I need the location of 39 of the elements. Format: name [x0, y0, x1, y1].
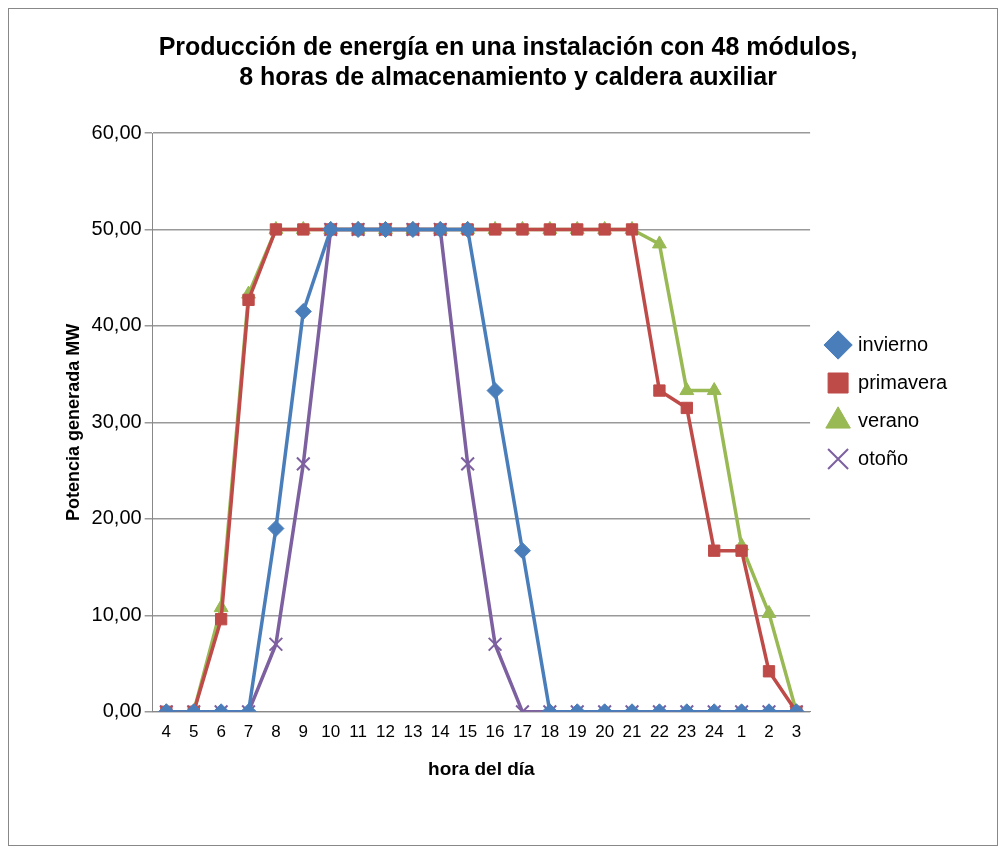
y-tick-label: 40,00 [91, 313, 142, 336]
y-tick-label: 60,00 [91, 120, 142, 143]
x-tick-label: 21 [622, 721, 642, 741]
x-tick-label: 16 [485, 721, 505, 741]
y-tick-label: 50,00 [91, 216, 142, 239]
x-tick-label: 9 [298, 721, 309, 741]
x-tick-label: 13 [403, 721, 423, 741]
x-tick-label: 12 [376, 721, 395, 741]
y-tick-label: 20,00 [91, 506, 142, 529]
y-tick-label: 0,00 [102, 699, 142, 722]
x-tick-label: 22 [649, 721, 669, 741]
y-axis-title: Potencia generada MW [62, 323, 83, 521]
text: 8 horas de almacenamiento y caldera auxiliar [239, 61, 777, 90]
x-tick-label: 15 [458, 721, 478, 741]
legend-label: verano [858, 408, 920, 431]
y-tick-label: 30,00 [91, 409, 142, 432]
x-tick-label: 10 [321, 721, 341, 741]
x-tick-label: 1 [736, 721, 747, 741]
x-tick-label: 2 [764, 721, 774, 741]
x-tick-label: 6 [216, 721, 226, 741]
x-tick-label: 11 [349, 721, 367, 741]
x-tick-label: 23 [677, 721, 697, 741]
legend-label: primavera [858, 370, 948, 393]
x-tick-label: 17 [513, 721, 532, 741]
text: Producción de energía en una instalación con 48 módulos, [158, 31, 858, 60]
x-tick-label: 24 [704, 721, 724, 741]
x-tick-label: 20 [595, 721, 615, 741]
legend-label: invierno [858, 332, 929, 355]
x-tick-label: 14 [430, 721, 450, 741]
x-axis-title: hora del día [428, 757, 536, 779]
x-tick-label: 8 [271, 721, 281, 741]
y-tick-label: 10,00 [91, 602, 142, 625]
x-tick-label: 5 [189, 721, 199, 741]
x-tick-label: 3 [791, 721, 802, 741]
x-tick-label: 18 [540, 721, 560, 741]
x-tick-label: 7 [243, 721, 254, 741]
legend-label: otoño [858, 446, 909, 469]
x-tick-label: 19 [567, 721, 587, 741]
x-tick-label: 4 [161, 721, 172, 741]
